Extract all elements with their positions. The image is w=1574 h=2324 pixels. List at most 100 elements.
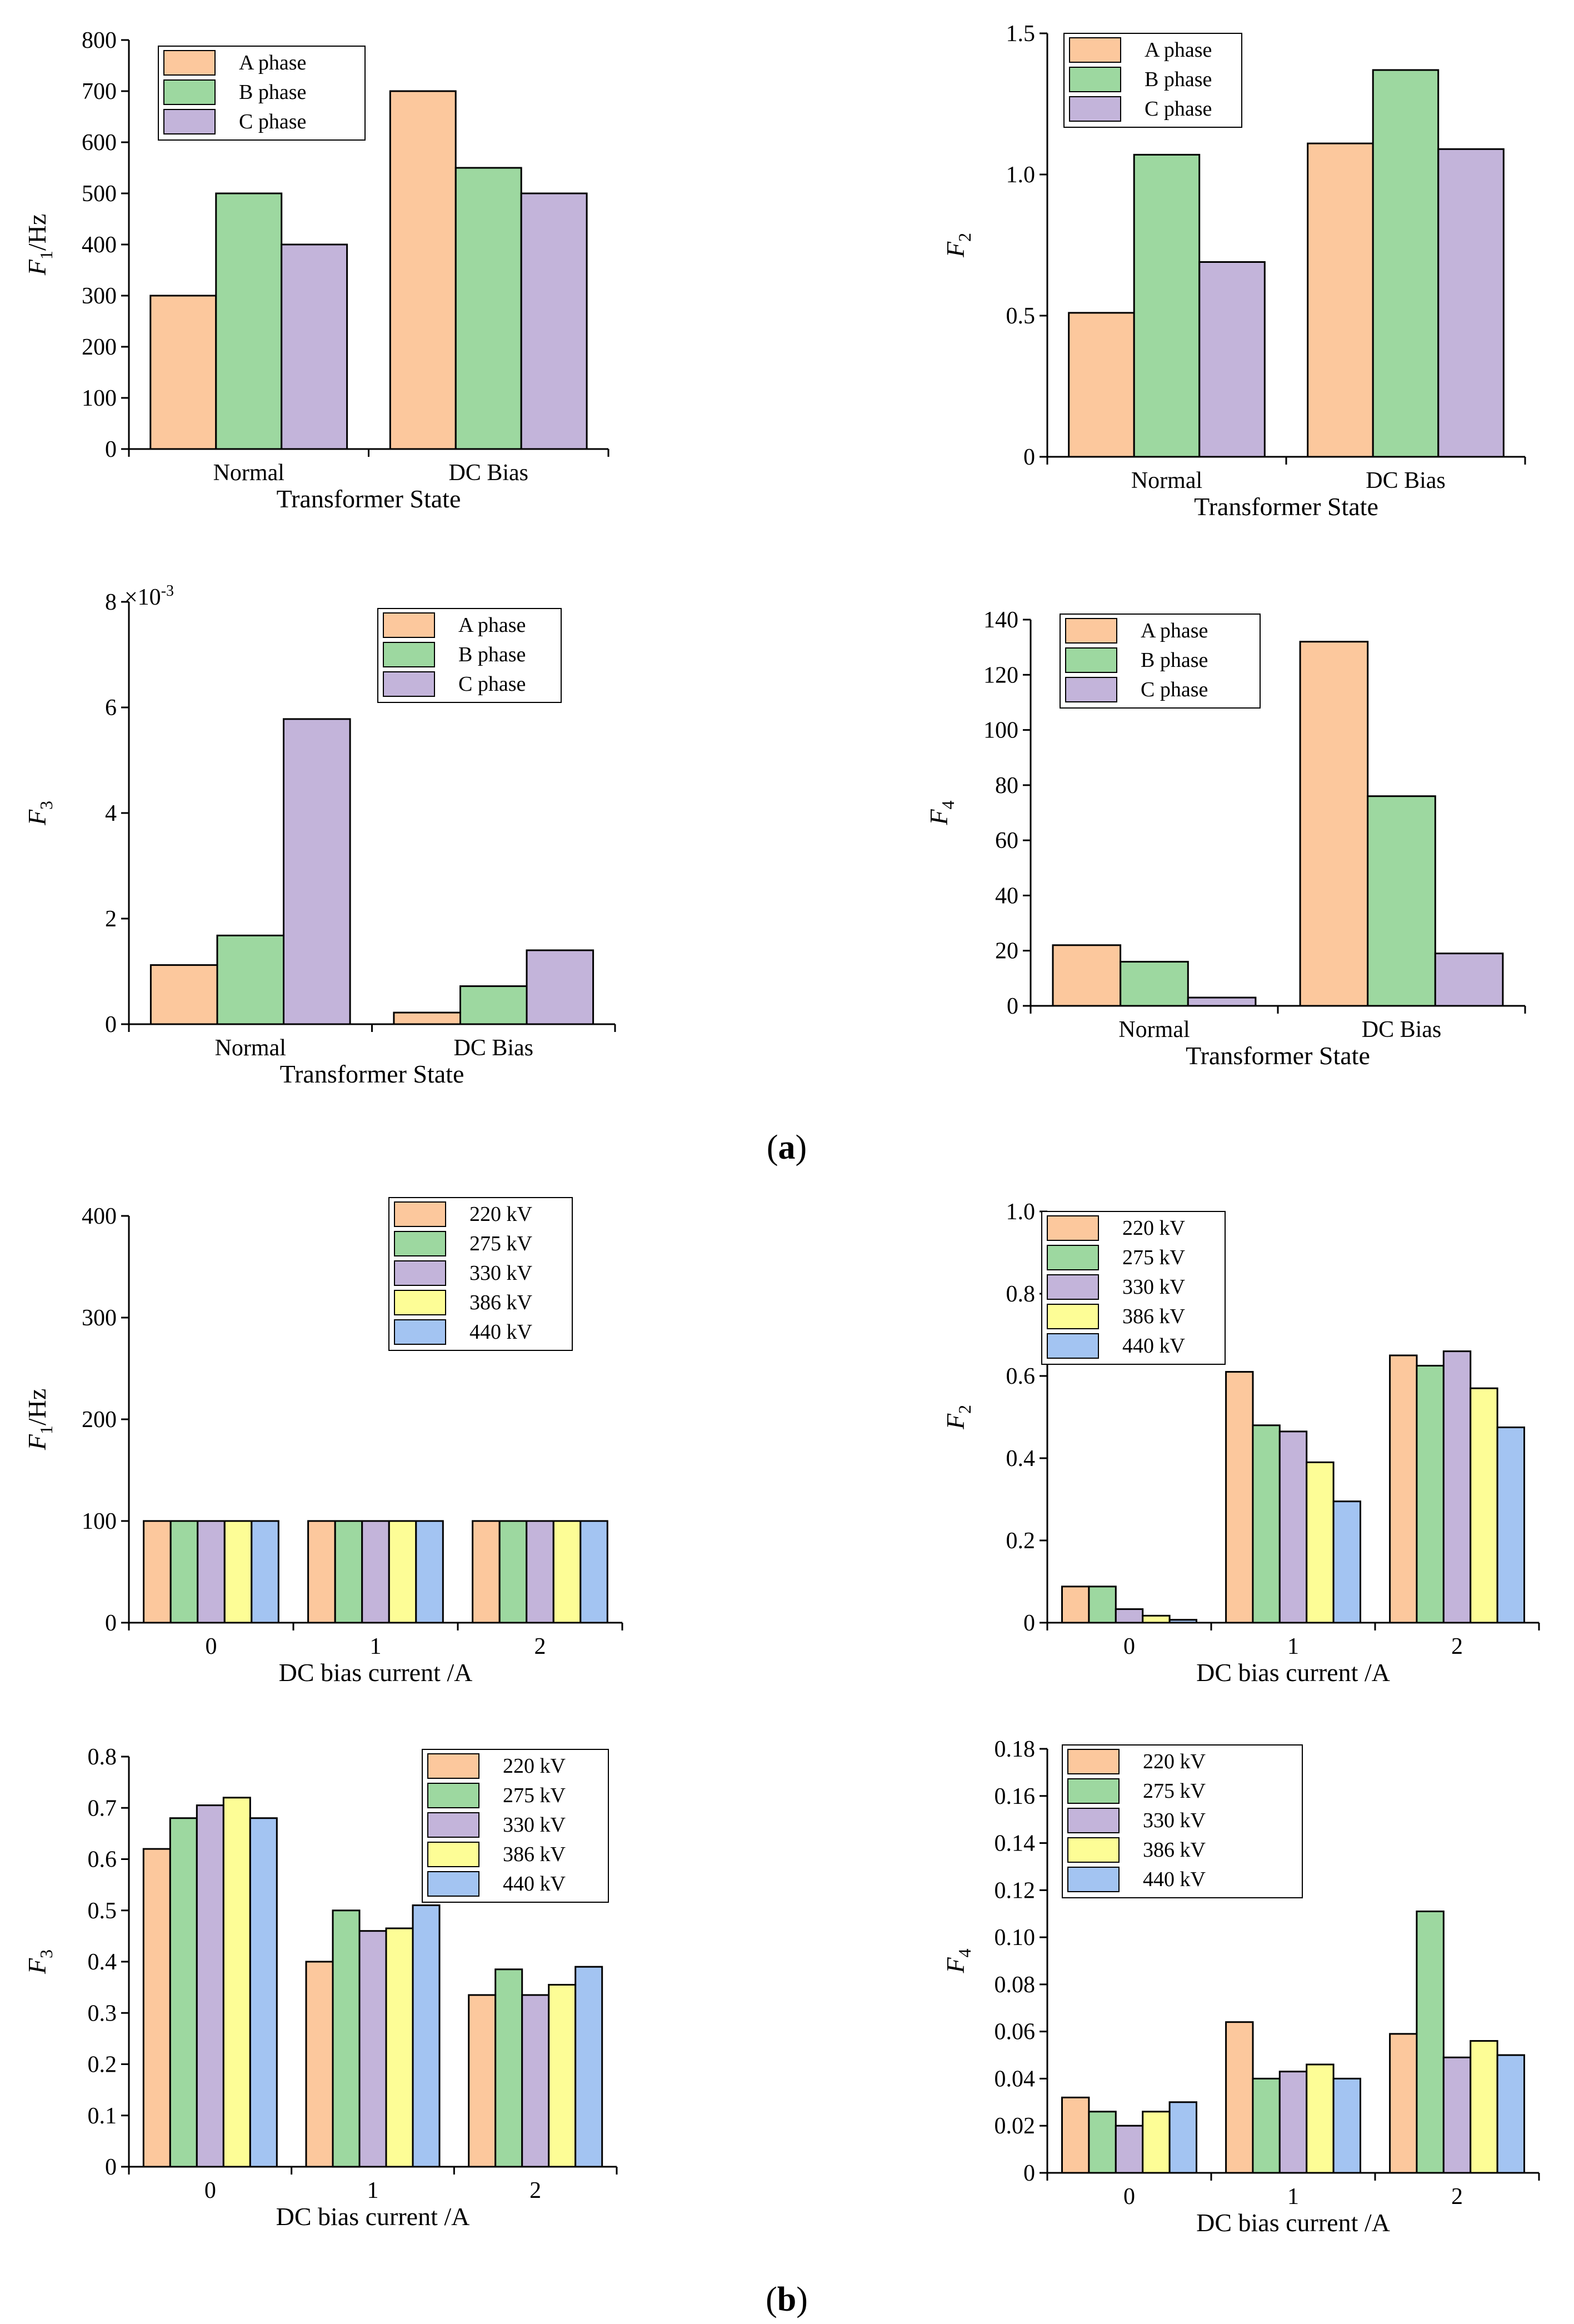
bar-b4-2-386-kv — [1470, 2040, 1498, 2174]
bar-b2-2-275-kv — [1416, 1365, 1445, 1624]
bar-a4-dc-bias-a-phase — [1299, 641, 1369, 1007]
legend-swatch-b-phase — [163, 79, 216, 105]
y-tick-label-b1: 400 — [82, 1204, 117, 1229]
legend-swatch-386-kv — [427, 1842, 479, 1867]
bar-a2-normal-a-phase — [1068, 312, 1135, 458]
x-tick-label-b2: 2 — [1451, 1634, 1463, 1659]
x-tick-label-a1: DC Bias — [448, 460, 528, 486]
panel-label-a: (a) — [767, 1129, 807, 1166]
y-axis-label-a1: F1/Hz — [23, 214, 56, 276]
bar-a4-normal-a-phase — [1052, 944, 1122, 1007]
bar-b4-0-275-kv — [1088, 2111, 1117, 2174]
legend-swatch-440-kv — [1067, 1867, 1120, 1892]
y-tick-label-b1: 100 — [82, 1509, 117, 1534]
bar-a4-normal-b-phase — [1120, 961, 1189, 1007]
legend-label-330-kv: 330 kV — [1122, 1275, 1186, 1299]
y-tick-label-a1: 500 — [82, 181, 117, 207]
y-tick-label-a1: 300 — [82, 283, 117, 309]
bar-b3-0-220-kv — [142, 1848, 171, 2168]
y-tick-label-a1: 600 — [82, 130, 117, 156]
bar-b4-2-330-kv — [1442, 2056, 1472, 2174]
legend-label-330-kv: 330 kV — [503, 1813, 566, 1837]
legend-label-440-kv: 440 kV — [503, 1872, 566, 1896]
x-tick-label-b3: 0 — [204, 2178, 216, 2203]
bar-a4-dc-bias-b-phase — [1367, 795, 1436, 1007]
y-tick-label-a1: 100 — [82, 386, 117, 411]
y-tick-label-b3: 0 — [105, 2155, 117, 2180]
y-tick-label-a2: 1.5 — [1006, 21, 1036, 47]
y-tick-label-a1: 0 — [105, 437, 117, 462]
y-tick-label-a4: 20 — [995, 939, 1018, 964]
bar-b3-2-440-kv — [574, 1966, 603, 2168]
y-tick-label-a2: 0 — [1023, 445, 1035, 470]
x-tick-label-b1: 0 — [206, 1634, 217, 1659]
bar-b2-0-220-kv — [1061, 1585, 1090, 1624]
y-tick-label-b3: 0.2 — [88, 2052, 117, 2078]
legend-label-275-kv: 275 kV — [469, 1232, 533, 1255]
legend-label-330-kv: 330 kV — [469, 1261, 533, 1285]
bar-b3-0-386-kv — [222, 1797, 251, 2168]
bar-a4-dc-bias-c-phase — [1434, 952, 1504, 1007]
y-tick-label-a1: 700 — [82, 79, 117, 104]
bar-b3-0-440-kv — [249, 1817, 278, 2168]
y-tick-label-b1: 200 — [82, 1407, 117, 1433]
legend-swatch-330-kv — [1067, 1808, 1120, 1833]
legend-swatch-a-phase — [1069, 37, 1121, 63]
legend-label-b-phase: B phase — [1145, 68, 1212, 91]
legend-label-440-kv: 440 kV — [469, 1320, 533, 1344]
bar-b3-2-220-kv — [468, 1994, 497, 2168]
y-tick-label-b4: 0.18 — [995, 1737, 1036, 1762]
bar-b2-1-275-kv — [1252, 1424, 1281, 1624]
legend-label-b-phase: B phase — [1141, 649, 1208, 672]
x-tick-label-a4: DC Bias — [1362, 1017, 1442, 1043]
bar-a1-normal-b-phase — [215, 192, 283, 450]
legend-label-440-kv: 440 kV — [1143, 1868, 1206, 1891]
y-tick-label-a2: 1.0 — [1006, 162, 1036, 188]
bar-b1-1-275-kv — [334, 1520, 363, 1624]
y-tick-label-b2: 0.4 — [1006, 1446, 1036, 1472]
legend-swatch-b-phase — [1065, 647, 1117, 673]
bar-a2-dc-bias-c-phase — [1437, 148, 1505, 458]
x-tick-label-a2: DC Bias — [1366, 468, 1446, 493]
x-axis-label-a1: Transformer State — [277, 485, 461, 513]
y-tick-label-b3: 0.6 — [88, 1847, 117, 1873]
chart-b4: 0 0.02 0.04 0.06 0.08 0.10 0.12 0.14 0.16 0.18 0 1 2… — [941, 1737, 1540, 2237]
y-tick-label-b4: 0.14 — [995, 1831, 1036, 1857]
x-axis-label-a3: Transformer State — [280, 1060, 464, 1088]
bar-a1-normal-a-phase — [149, 295, 217, 450]
x-tick-label-a4: Normal — [1118, 1017, 1190, 1043]
bar-a1-dc-bias-b-phase — [454, 167, 522, 450]
legend-label-275-kv: 275 kV — [1143, 1779, 1206, 1803]
chart-b1: 0 100 200 300 400 0 1 2 DC bias current /A F1/Hz 2… — [23, 1197, 623, 1687]
bar-a3-normal-c-phase — [283, 718, 351, 1025]
y-tick-label-a4: 0 — [1007, 994, 1018, 1019]
x-tick-label-b4: 0 — [1123, 2184, 1135, 2210]
bar-a3-normal-a-phase — [149, 964, 218, 1025]
bar-b2-1-220-kv — [1225, 1371, 1254, 1624]
x-tick-label-a3: DC Bias — [453, 1035, 533, 1061]
legend-label-a-phase: A phase — [239, 51, 306, 74]
bar-b1-2-440-kv — [579, 1520, 608, 1624]
legend-label-386-kv: 386 kV — [1122, 1305, 1186, 1328]
bar-b3-1-386-kv — [385, 1927, 414, 2168]
legend-swatch-c-phase — [1065, 677, 1117, 702]
x-tick-label-b2: 0 — [1123, 1634, 1135, 1659]
bar-b3-0-275-kv — [169, 1817, 198, 2168]
bar-b1-2-386-kv — [552, 1520, 582, 1624]
legend-swatch-440-kv — [1047, 1333, 1099, 1359]
y-tick-label-a4: 140 — [983, 607, 1018, 633]
y-tick-label-b3: 0.4 — [88, 1949, 117, 1975]
bar-b1-0-440-kv — [251, 1520, 279, 1624]
y-tick-label-a3: 8 — [105, 590, 117, 615]
y-tick-label-b3: 0.8 — [88, 1744, 117, 1770]
bar-b4-1-220-kv — [1225, 2021, 1254, 2174]
x-tick-label-b1: 1 — [370, 1634, 382, 1659]
chart-b3: 0 0.1 0.2 0.3 0.4 0.5 0.6 0.7 0.8 0 1 2 DC bias curr… — [23, 1744, 618, 2231]
bar-b4-2-440-kv — [1496, 2054, 1526, 2174]
bar-b3-1-220-kv — [305, 1961, 334, 2168]
y-tick-label-b4: 0.02 — [995, 2113, 1036, 2139]
legend-label-330-kv: 330 kV — [1143, 1809, 1206, 1832]
y-tick-label-b1: 0 — [105, 1610, 117, 1636]
x-axis-label-b1: DC bias current /A — [279, 1658, 473, 1687]
bar-b4-1-275-kv — [1252, 2077, 1281, 2174]
